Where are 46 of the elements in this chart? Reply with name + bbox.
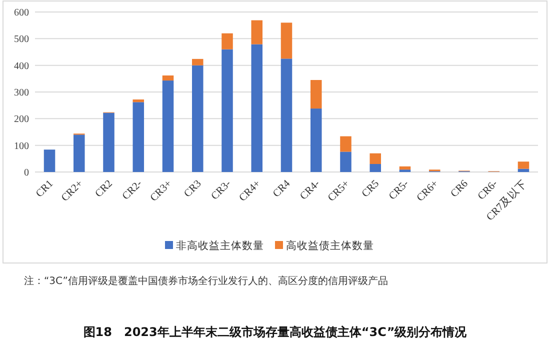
x-tick-label: CR4- <box>298 178 323 202</box>
bar <box>192 65 204 172</box>
y-tick-label: 400 <box>14 60 29 72</box>
bar <box>280 22 292 59</box>
bar <box>162 75 174 81</box>
bar <box>280 58 292 172</box>
bar <box>44 150 56 172</box>
y-tick-label: 100 <box>14 140 29 152</box>
legend-label: 非高收益主体数量 <box>176 239 264 252</box>
x-tick-label: CR6 <box>448 178 470 200</box>
bar <box>340 136 352 152</box>
bar <box>370 153 381 164</box>
x-tick-label: CR6- <box>476 178 500 202</box>
bar <box>162 80 174 172</box>
bar <box>370 164 381 172</box>
y-tick-label: 300 <box>14 88 29 98</box>
y-tick-label: 0 <box>24 168 29 178</box>
bar <box>103 112 114 172</box>
y-tick-label: 600 <box>14 8 29 18</box>
bar <box>310 80 322 109</box>
bar <box>192 58 204 66</box>
x-tick-label: CR3 <box>182 178 204 200</box>
bar <box>518 162 530 169</box>
bar <box>518 168 530 172</box>
x-tick-label: CR4 <box>271 178 294 200</box>
bar <box>74 134 85 172</box>
legend-label: 高收益债主体数量 <box>286 239 374 252</box>
bar <box>132 99 144 102</box>
bar <box>222 33 233 50</box>
bar <box>222 49 233 172</box>
x-tick-label: CR1 <box>34 178 56 200</box>
bar <box>251 20 263 44</box>
bar <box>132 102 144 172</box>
bar <box>251 44 263 172</box>
x-tick-label: CR2- <box>120 178 145 202</box>
y-tick-label: 500 <box>14 34 29 46</box>
bar <box>340 152 352 172</box>
x-tick-label: CR5 <box>360 178 382 200</box>
x-tick-label: CR3- <box>210 178 234 202</box>
bar <box>399 166 411 170</box>
text: 图18 2023年上半年末二级市场存量高收益债主体“3C”级别分布情况 <box>83 325 468 339</box>
y-tick-label: 200 <box>14 114 29 126</box>
x-tick-label: CR5- <box>387 178 412 202</box>
x-tick-label: CR2 <box>93 178 115 200</box>
text: 注：“3C”信用评级是覆盖中国债券市场全行业发行人的、高区分度的信用评级产品 <box>24 275 388 287</box>
bar <box>310 108 322 172</box>
